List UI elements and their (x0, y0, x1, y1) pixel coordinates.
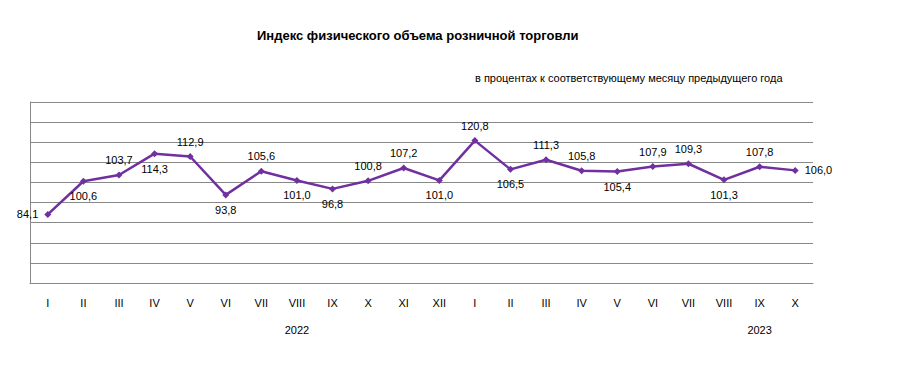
svg-text:XI: XI (399, 297, 409, 309)
svg-text:107,9: 107,9 (639, 146, 667, 158)
svg-text:IV: IV (576, 297, 587, 309)
svg-text:106,0: 106,0 (805, 164, 833, 176)
svg-text:101,0: 101,0 (283, 189, 311, 201)
svg-text:VII: VII (255, 297, 268, 309)
svg-text:100,6: 100,6 (70, 190, 98, 202)
svg-text:105,4: 105,4 (603, 181, 631, 193)
svg-text:V: V (614, 297, 622, 309)
svg-text:I: I (46, 297, 49, 309)
svg-text:107,8: 107,8 (746, 146, 774, 158)
svg-text:105,8: 105,8 (568, 150, 596, 162)
svg-text:V: V (186, 297, 194, 309)
svg-text:X: X (792, 297, 800, 309)
svg-text:100,8: 100,8 (354, 160, 382, 172)
svg-text:105,6: 105,6 (248, 150, 276, 162)
svg-text:106,5: 106,5 (497, 178, 525, 190)
svg-text:II: II (80, 297, 86, 309)
svg-text:IX: IX (327, 297, 338, 309)
svg-text:101,3: 101,3 (710, 189, 738, 201)
svg-text:III: III (114, 297, 123, 309)
svg-text:93,8: 93,8 (215, 204, 236, 216)
svg-text:114,3: 114,3 (141, 163, 168, 175)
svg-text:111,3: 111,3 (533, 139, 559, 151)
svg-text:2023: 2023 (747, 324, 771, 336)
svg-text:109,3: 109,3 (675, 143, 703, 155)
svg-text:IX: IX (754, 297, 765, 309)
svg-text:112,9: 112,9 (177, 136, 204, 148)
svg-text:VIII: VIII (289, 297, 306, 309)
svg-text:Индекс физического объема розн: Индекс физического объема розничной торг… (257, 28, 579, 43)
svg-text:84,1: 84,1 (17, 208, 38, 220)
svg-text:107,2: 107,2 (390, 147, 418, 159)
svg-text:101,0: 101,0 (426, 189, 454, 201)
svg-text:VI: VI (648, 297, 658, 309)
svg-text:96,8: 96,8 (322, 198, 343, 210)
svg-text:2022: 2022 (285, 324, 309, 336)
svg-text:103,7: 103,7 (105, 154, 133, 166)
svg-text:III: III (541, 297, 550, 309)
svg-text:VI: VI (221, 297, 231, 309)
svg-text:X: X (364, 297, 372, 309)
svg-text:120,8: 120,8 (461, 120, 489, 132)
svg-text:XII: XII (433, 297, 446, 309)
svg-text:IV: IV (149, 297, 160, 309)
svg-text:II: II (507, 297, 513, 309)
svg-text:в процентах к соответствующему: в процентах к соответствующему месяцу пр… (475, 72, 783, 84)
svg-text:I: I (473, 297, 476, 309)
svg-text:VII: VII (682, 297, 695, 309)
svg-text:VIII: VIII (716, 297, 733, 309)
